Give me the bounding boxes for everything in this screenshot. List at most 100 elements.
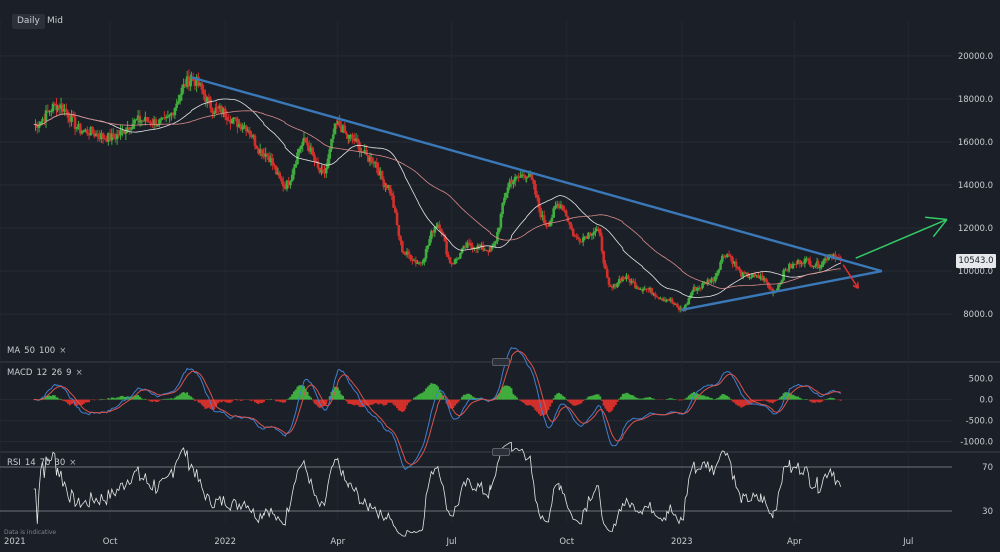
candle: [121, 125, 124, 137]
candle: [668, 297, 672, 303]
macd-histogram-bar: [116, 397, 119, 400]
candle-body: [787, 268, 791, 270]
candle: [764, 277, 768, 283]
support-trendline: [681, 269, 883, 312]
close-icon[interactable]: ×: [75, 368, 83, 378]
candle: [736, 266, 740, 270]
candle-body: [750, 276, 753, 278]
candle-body: [84, 129, 87, 131]
macd-histogram-bar: [173, 397, 176, 400]
candle: [508, 178, 511, 190]
macd-histogram-bar: [623, 393, 626, 400]
candle: [287, 177, 291, 189]
candle-body: [795, 263, 798, 265]
candle-body: [244, 125, 248, 132]
macd-histogram-bar: [282, 399, 285, 403]
candle: [652, 292, 655, 297]
candle-body: [635, 287, 639, 289]
candle: [331, 128, 335, 143]
pane-resize-handle[interactable]: [492, 448, 510, 456]
candle: [557, 201, 561, 210]
macd-histogram-bar: [218, 399, 221, 402]
macd-histogram-bar: [731, 399, 734, 402]
candle-body: [411, 259, 414, 261]
candle-body: [552, 208, 555, 218]
candle-body: [163, 117, 166, 119]
candle: [738, 266, 741, 273]
candle-body: [515, 176, 519, 178]
macd-histogram-bar: [812, 399, 815, 403]
candle-body: [724, 255, 727, 258]
candle: [462, 245, 466, 250]
macd-histogram-bar: [611, 399, 614, 411]
macd-histogram-bar: [461, 396, 464, 400]
candle-body: [683, 305, 687, 311]
macd-histogram-bar: [53, 395, 56, 400]
candle-body: [612, 283, 616, 288]
candle: [733, 260, 736, 267]
candle-body: [59, 104, 63, 109]
candle-body: [447, 254, 450, 258]
candle: [77, 120, 80, 130]
macd-tick-label: 500.0: [969, 375, 993, 385]
macd-histogram-bar: [385, 399, 388, 405]
candle: [114, 133, 117, 143]
candle: [431, 229, 435, 237]
candle-body: [258, 149, 262, 154]
price-type-mid-button[interactable]: Mid: [47, 16, 63, 26]
candle-body: [133, 119, 136, 124]
macd-histogram-bar: [165, 398, 168, 400]
candle: [573, 233, 577, 238]
macd-histogram-bar: [177, 395, 180, 400]
candle: [564, 208, 568, 217]
candle-body: [452, 263, 455, 265]
candle: [354, 133, 358, 143]
candle: [401, 240, 404, 254]
candle: [397, 224, 401, 240]
candle: [490, 243, 494, 251]
candle-body: [759, 275, 762, 279]
candle-body: [604, 263, 607, 270]
candle-body: [283, 186, 287, 189]
candle: [390, 188, 394, 201]
pane-resize-handle[interactable]: [492, 358, 510, 366]
candle-body: [166, 116, 170, 118]
macd-histogram-bar: [729, 398, 732, 400]
candle: [628, 278, 632, 286]
candle-body: [633, 282, 637, 288]
candle-body: [748, 277, 751, 279]
macd-histogram-bar: [469, 394, 472, 400]
candle: [189, 74, 192, 92]
candle-body: [82, 130, 86, 132]
interval-daily-button[interactable]: Daily: [12, 14, 45, 29]
candle-body: [159, 118, 163, 120]
candle-body: [177, 101, 180, 104]
candle-body: [641, 289, 645, 291]
candle-body: [246, 130, 250, 132]
macd-histogram-bar: [107, 398, 110, 400]
candle-body: [214, 107, 218, 113]
arrow-head: [932, 218, 948, 238]
macd-histogram-bar: [457, 399, 460, 402]
x-tick-label: Oct: [559, 537, 574, 547]
candle-body: [294, 164, 298, 168]
candle: [602, 250, 606, 268]
candle-body: [617, 279, 621, 284]
close-icon[interactable]: ×: [59, 346, 67, 356]
candle-body: [751, 274, 755, 277]
candle-body: [695, 288, 699, 291]
macd-histogram-bar: [817, 399, 820, 403]
candle-body: [706, 279, 710, 284]
candle-body: [741, 272, 745, 277]
candle-body: [209, 98, 212, 109]
close-icon[interactable]: ×: [69, 458, 77, 468]
candle: [614, 283, 618, 289]
macd-histogram-bar: [278, 399, 281, 402]
macd-histogram-bar: [382, 399, 385, 406]
candle: [260, 148, 264, 160]
macd-histogram-bar: [541, 399, 544, 416]
candle-body: [733, 261, 736, 264]
price-tick-label: 16000.0: [958, 138, 993, 148]
macd-histogram-bar: [829, 397, 832, 400]
